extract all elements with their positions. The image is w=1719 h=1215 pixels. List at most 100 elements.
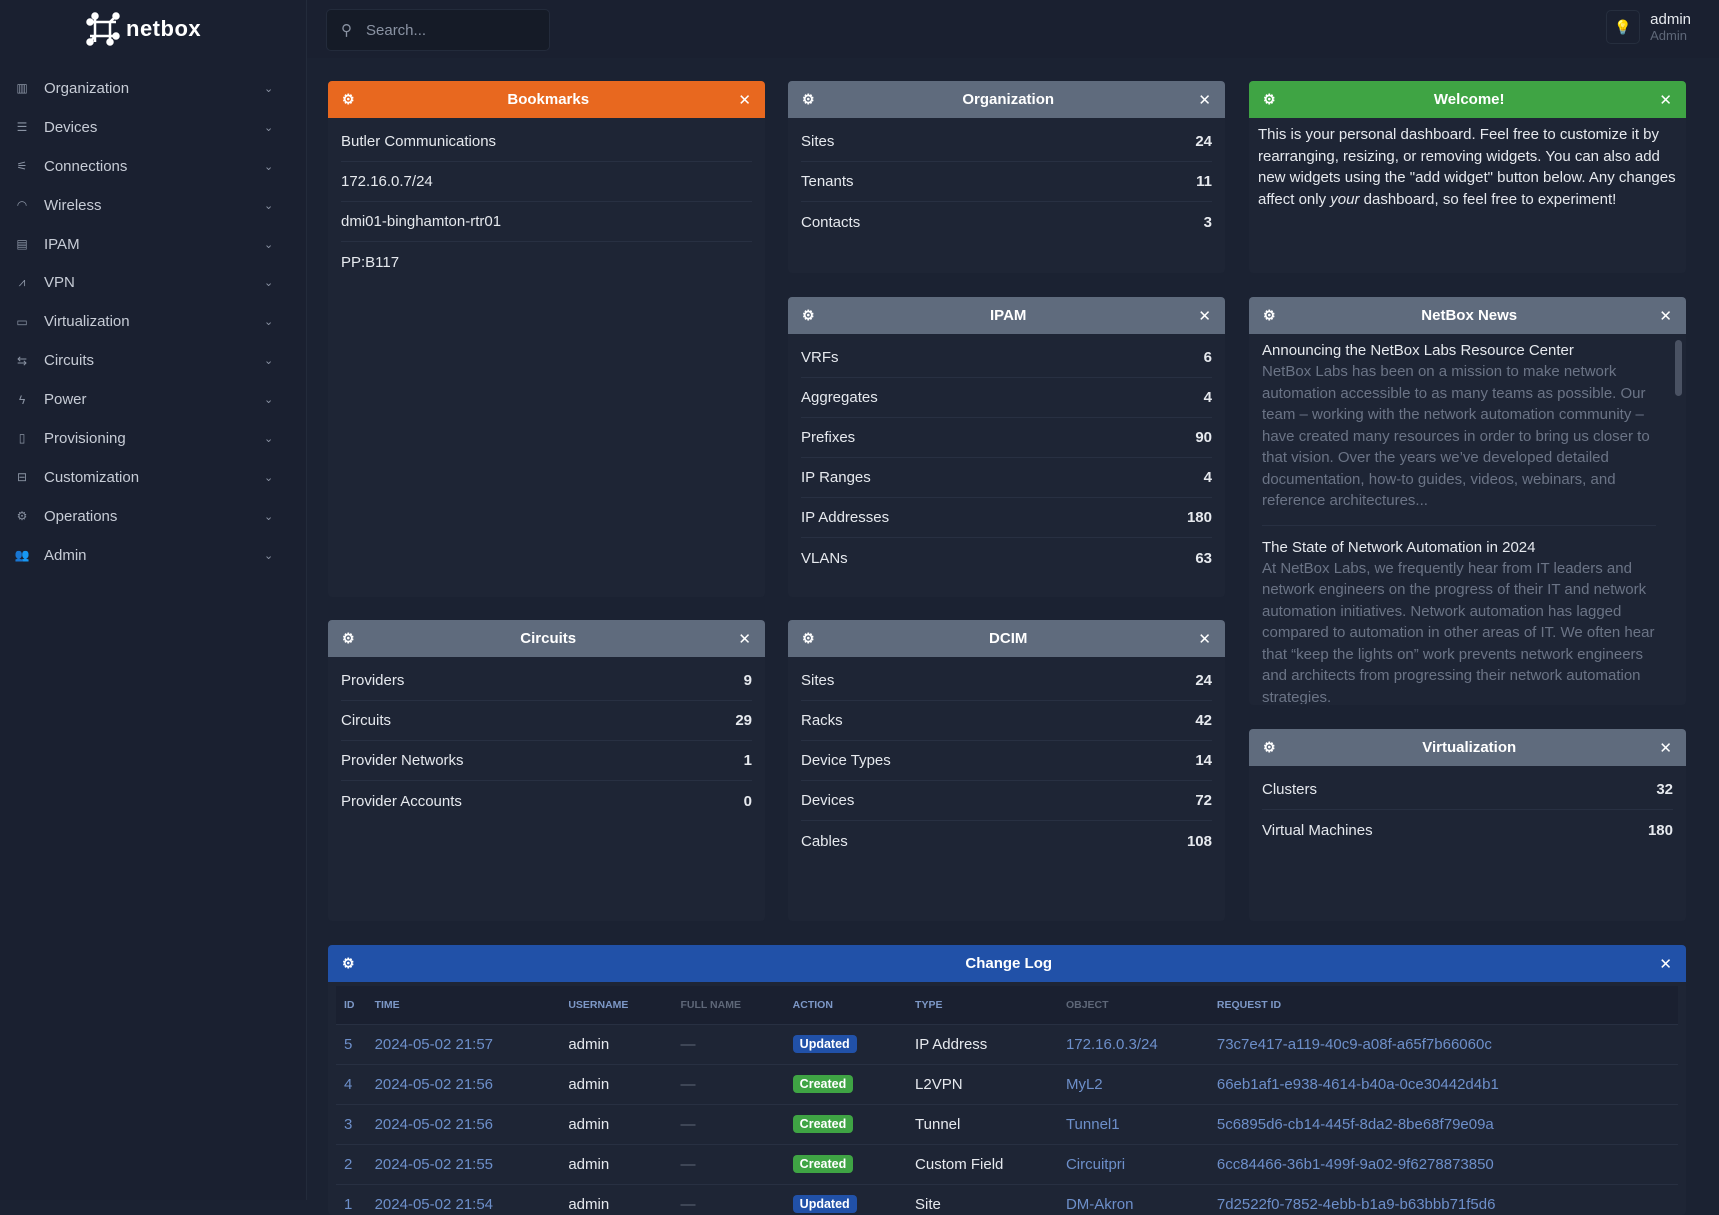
stat-row[interactable]: Racks 42 bbox=[801, 701, 1212, 741]
gear-icon[interactable]: ⚙ bbox=[342, 955, 355, 971]
bookmark-item[interactable]: Butler Communications bbox=[341, 122, 752, 162]
chevron-down-icon[interactable]: ⌄ bbox=[264, 238, 274, 251]
cell-id[interactable]: 1 bbox=[344, 1195, 353, 1213]
stat-label[interactable]: Contacts bbox=[801, 213, 861, 231]
column-header[interactable]: Request ID bbox=[1208, 986, 1678, 1024]
stat-label[interactable]: Devices bbox=[801, 792, 855, 809]
stat-row[interactable]: Devices 72 bbox=[801, 781, 1212, 821]
stat-row[interactable]: Sites 24 bbox=[801, 122, 1212, 162]
news-title[interactable]: Announcing the NetBox Labs Resource Cent… bbox=[1262, 342, 1574, 359]
widget-header[interactable]: ⚙ Welcome! ✕ bbox=[1249, 81, 1686, 118]
chevron-down-icon[interactable]: ⌄ bbox=[264, 121, 274, 134]
bookmark-link[interactable]: dmi01-binghamton-rtr01 bbox=[341, 213, 502, 230]
netbox-logo[interactable]: netbox bbox=[86, 12, 201, 46]
bookmark-link[interactable]: 172.16.0.7/24 bbox=[341, 173, 433, 190]
stat-label[interactable]: Providers bbox=[341, 672, 405, 689]
bookmark-link[interactable]: Butler Communications bbox=[341, 133, 497, 150]
stat-row[interactable]: Providers 9 bbox=[341, 661, 752, 701]
stat-label[interactable]: Aggregates bbox=[801, 389, 878, 406]
close-icon[interactable]: ✕ bbox=[738, 91, 751, 109]
stat-row[interactable]: Device Types 14 bbox=[801, 741, 1212, 781]
cell-id[interactable]: 4 bbox=[344, 1075, 353, 1093]
cell-object[interactable]: Circuitpri bbox=[1065, 1155, 1126, 1173]
gear-icon[interactable]: ⚙ bbox=[802, 630, 815, 646]
cell-request[interactable]: 6cc84466-36b1-499f-9a02-9f6278873850 bbox=[1216, 1155, 1494, 1173]
stat-row[interactable]: VLANs 63 bbox=[801, 538, 1212, 578]
close-icon[interactable]: ✕ bbox=[1198, 91, 1211, 109]
widget-header[interactable]: ⚙ NetBox News ✕ bbox=[1249, 297, 1686, 334]
cell-time[interactable]: 2024-05-02 21:57 bbox=[374, 1035, 494, 1053]
stat-label[interactable]: Device Types bbox=[801, 752, 891, 769]
cell-time[interactable]: 2024-05-02 21:56 bbox=[374, 1115, 494, 1133]
chevron-down-icon[interactable]: ⌄ bbox=[264, 199, 274, 212]
cell-object[interactable]: Tunnel1 bbox=[1065, 1115, 1120, 1133]
stat-label[interactable]: Clusters bbox=[1262, 781, 1318, 798]
close-icon[interactable]: ✕ bbox=[1198, 307, 1211, 325]
stat-row[interactable]: IP Addresses 180 bbox=[801, 498, 1212, 538]
cell-object[interactable]: 172.16.0.3/24 bbox=[1065, 1035, 1158, 1053]
sidebar-item-operations[interactable]: ⚙ Operations ⌄ bbox=[0, 497, 300, 536]
bookmark-link[interactable]: PP:B117 bbox=[341, 253, 400, 271]
cell-id[interactable]: 3 bbox=[344, 1115, 353, 1133]
stat-label[interactable]: Circuits bbox=[341, 712, 392, 729]
stat-label[interactable]: VLANs bbox=[801, 549, 848, 567]
column-header[interactable]: Type bbox=[907, 986, 1058, 1024]
column-header[interactable]: ID bbox=[336, 986, 367, 1024]
stat-row[interactable]: Prefixes 90 bbox=[801, 418, 1212, 458]
stat-row[interactable]: VRFs 6 bbox=[801, 338, 1212, 378]
news-title[interactable]: The State of Network Automation in 2024 bbox=[1262, 538, 1536, 556]
chevron-down-icon[interactable]: ⌄ bbox=[264, 394, 274, 407]
stat-row[interactable]: Cables 108 bbox=[801, 821, 1212, 861]
stat-row[interactable]: Sites 24 bbox=[801, 661, 1212, 701]
widget-header[interactable]: ⚙ Bookmarks ✕ bbox=[328, 81, 765, 118]
gear-icon[interactable]: ⚙ bbox=[802, 91, 815, 107]
scrollbar[interactable] bbox=[1675, 340, 1682, 396]
stat-row[interactable]: Provider Networks 1 bbox=[341, 741, 752, 781]
gear-icon[interactable]: ⚙ bbox=[1263, 739, 1276, 755]
search-input[interactable] bbox=[366, 21, 526, 39]
column-header[interactable]: Object bbox=[1057, 986, 1209, 1024]
stat-label[interactable]: Sites bbox=[801, 133, 835, 150]
stat-row[interactable]: Circuits 29 bbox=[341, 701, 752, 741]
chevron-down-icon[interactable]: ⌄ bbox=[264, 510, 274, 523]
sidebar-item-ipam[interactable]: ▤ IPAM ⌄ bbox=[0, 225, 300, 264]
widget-header[interactable]: ⚙ Circuits ✕ bbox=[328, 620, 765, 657]
chevron-down-icon[interactable]: ⌄ bbox=[264, 432, 274, 445]
sidebar-item-devices[interactable]: ☰ Devices ⌄ bbox=[0, 108, 300, 147]
stat-label[interactable]: IP Addresses bbox=[801, 509, 890, 526]
stat-row[interactable]: Contacts 3 bbox=[801, 202, 1212, 242]
widget-header[interactable]: ⚙ IPAM ✕ bbox=[788, 297, 1225, 334]
widget-header[interactable]: ⚙ Virtualization ✕ bbox=[1249, 729, 1686, 766]
column-header[interactable]: Username bbox=[560, 986, 673, 1024]
sidebar-item-vpn[interactable]: ⩘ VPN ⌄ bbox=[0, 263, 300, 302]
stat-label[interactable]: VRFs bbox=[801, 349, 839, 366]
chevron-down-icon[interactable]: ⌄ bbox=[264, 277, 274, 290]
cell-object[interactable]: MyL2 bbox=[1065, 1075, 1103, 1093]
sidebar-item-customization[interactable]: ⊟ Customization ⌄ bbox=[0, 458, 300, 497]
stat-label[interactable]: Tenants bbox=[801, 173, 854, 190]
sidebar-item-power[interactable]: ϟ Power ⌄ bbox=[0, 380, 300, 419]
cell-time[interactable]: 2024-05-02 21:54 bbox=[374, 1195, 494, 1213]
stat-row[interactable]: Aggregates 4 bbox=[801, 378, 1212, 418]
gear-icon[interactable]: ⚙ bbox=[802, 307, 815, 323]
sidebar-item-virtualization[interactable]: ▭ Virtualization ⌄ bbox=[0, 302, 300, 341]
chevron-down-icon[interactable]: ⌄ bbox=[264, 355, 274, 368]
sidebar-item-connections[interactable]: ⚟ Connections ⌄ bbox=[0, 147, 300, 186]
column-header[interactable]: Time bbox=[366, 986, 561, 1024]
cell-request[interactable]: 5c6895d6-cb14-445f-8da2-8be68f79e09a bbox=[1216, 1115, 1494, 1133]
gear-icon[interactable]: ⚙ bbox=[342, 91, 355, 107]
stat-label[interactable]: Provider Accounts bbox=[341, 792, 462, 810]
widget-header[interactable]: ⚙ Change Log ✕ bbox=[328, 945, 1686, 982]
stat-label[interactable]: Sites bbox=[801, 672, 835, 689]
chevron-down-icon[interactable]: ⌄ bbox=[264, 316, 274, 329]
user-menu[interactable]: 💡 admin Admin bbox=[1606, 10, 1691, 44]
sidebar-item-admin[interactable]: 👥 Admin ⌄ bbox=[0, 536, 300, 575]
stat-label[interactable]: Virtual Machines bbox=[1262, 821, 1373, 839]
stat-row[interactable]: IP Ranges 4 bbox=[801, 458, 1212, 498]
sidebar-item-circuits[interactable]: ⇆ Circuits ⌄ bbox=[0, 341, 300, 380]
chevron-down-icon[interactable]: ⌄ bbox=[264, 160, 274, 173]
column-header[interactable]: Action bbox=[784, 986, 908, 1024]
cell-id[interactable]: 5 bbox=[344, 1035, 353, 1053]
stat-label[interactable]: Prefixes bbox=[801, 429, 856, 446]
stat-row[interactable]: Clusters 32 bbox=[1262, 770, 1673, 810]
